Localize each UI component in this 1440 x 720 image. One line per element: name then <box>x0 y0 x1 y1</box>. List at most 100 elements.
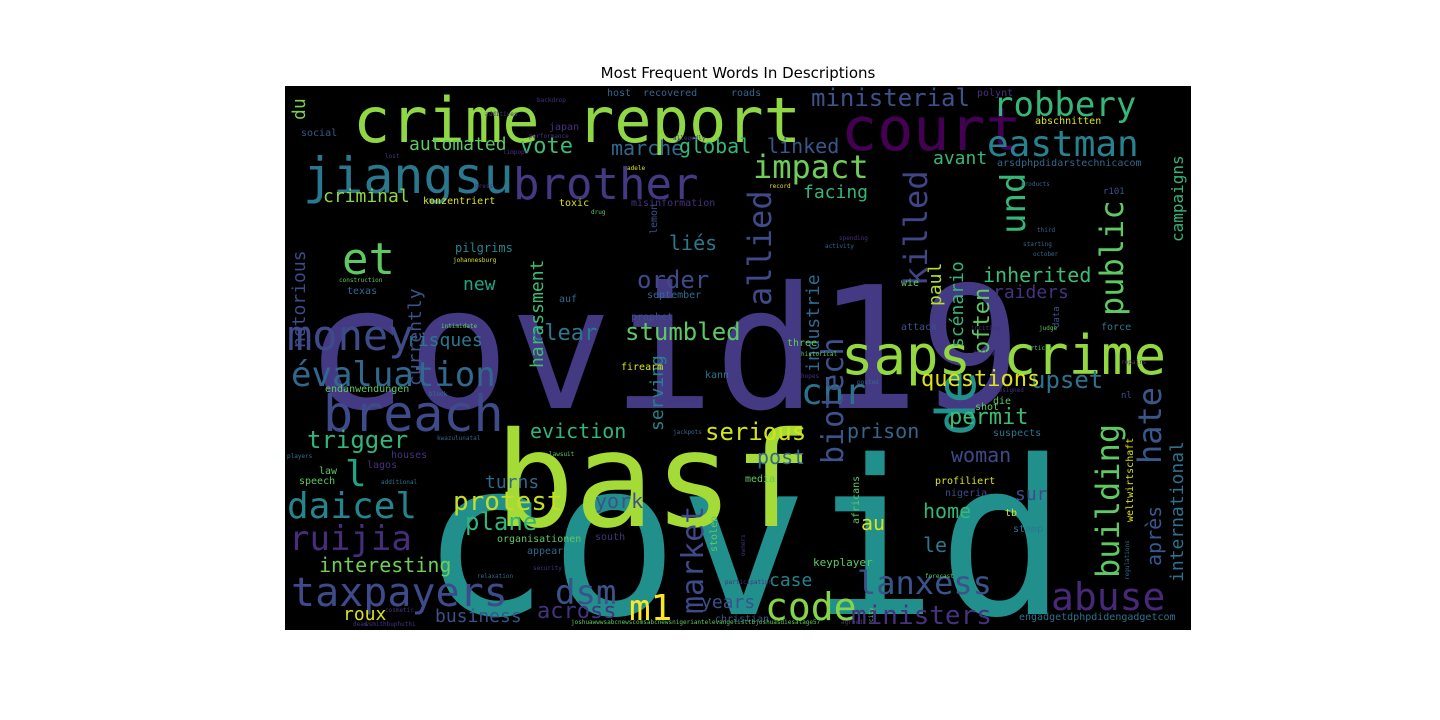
word-de: de <box>925 371 988 436</box>
word-joshuawwwsabcnewscomsabcnewsnigeriantelevangelisttbjoshuasdiesatage57: joshuawwwsabcnewscomsabcnewsnigeriantele… <box>571 619 821 626</box>
word-covid: covid <box>420 414 1067 630</box>
word-engadgetdphpdidengadgetcom: engadgetdphpdidengadgetcom <box>1019 612 1176 623</box>
word-christian: christian <box>715 614 769 625</box>
word-block: block <box>429 391 447 398</box>
word-inciting: inciting <box>971 325 1000 332</box>
word-october: october <box>1033 251 1059 258</box>
word-code: code <box>765 585 857 629</box>
word-permit: permit <box>949 405 1028 430</box>
word-stamp: stamp <box>1013 524 1043 535</box>
word-campaigns: campaigns <box>1168 155 1187 242</box>
word-li-s: liés <box>669 231 717 255</box>
word-biotech: biotech <box>816 338 851 464</box>
word-data: data <box>1052 306 1062 328</box>
word-wie: wie <box>901 278 919 289</box>
word-protest: protest <box>453 487 563 517</box>
word-prophet: prophet <box>631 312 673 323</box>
word-stumbled: stumbled <box>625 318 741 346</box>
word-du: du <box>289 98 310 120</box>
word-tb: tb <box>1005 508 1017 519</box>
word-record: record <box>769 183 791 190</box>
word-konzentriert: konzentriert <box>423 196 495 207</box>
word-weltwirtschaft: weltwirtschaft <box>1125 438 1136 522</box>
word-apr-s: après <box>1142 506 1166 566</box>
word-hate: hate <box>1131 387 1169 464</box>
word-firearm: firearm <box>621 362 663 373</box>
word-third: third <box>1037 227 1055 234</box>
word-additives: additives <box>485 111 518 118</box>
word-adele: adele <box>627 165 645 172</box>
word-shot: shot <box>975 402 999 413</box>
word-international: international <box>1167 441 1188 582</box>
word-raiders: raiders <box>993 282 1069 303</box>
word-keyplayer: keyplayer <box>813 556 873 569</box>
word-houses: houses <box>391 450 427 461</box>
word-jackpots: jackpots <box>673 429 702 436</box>
word-africans: africans <box>851 476 862 524</box>
word-avant: avant <box>933 148 987 169</box>
word-risques: risques <box>407 330 483 351</box>
word-breach: breach <box>323 385 504 443</box>
word-sc-nario: scénario <box>947 261 968 348</box>
word-backdrop: backdrop <box>537 97 566 104</box>
word-upset: upset <box>1031 366 1103 394</box>
word-organisationen: organisationen <box>497 534 581 545</box>
word-owners: owners <box>740 534 747 556</box>
word-intimidate: intimidate <box>441 323 478 330</box>
word-kwazulunatal: kwazulunatal <box>437 435 481 442</box>
word-spending: spending <box>839 235 868 242</box>
word-robbery: robbery <box>993 86 1136 125</box>
word-lemon: lemon <box>649 204 660 234</box>
word-facing: facing <box>803 182 868 203</box>
word-et: et <box>342 234 395 285</box>
word-acting: acting <box>973 349 995 356</box>
word-judge: judge <box>1039 325 1057 332</box>
word-pilgrims: pilgrims <box>455 241 513 255</box>
word-eastman: eastman <box>987 124 1139 165</box>
word-social: social <box>301 128 337 139</box>
word-industrie: industrie <box>803 274 824 372</box>
word-speech: speech <box>299 476 335 487</box>
word-money: money <box>287 311 413 360</box>
word-kann: kann <box>705 370 729 381</box>
word-abschnitten: abschnitten <box>1035 116 1101 127</box>
word-often: often <box>970 288 995 354</box>
word-l: l <box>345 454 367 495</box>
word-ministers: ministers <box>851 601 992 630</box>
word-cloud-panel: covid covid19 basf crime report court saps cr… <box>285 86 1191 630</box>
word-m1: m1 <box>629 588 672 629</box>
word-die: die <box>993 396 1011 407</box>
word-repairs: repairs <box>1121 359 1147 366</box>
word-valuation: évaluation <box>291 355 496 395</box>
word-post: post <box>757 445 805 469</box>
word-plane: plane <box>465 508 537 536</box>
word-serving: serving <box>647 355 668 431</box>
word-inherited: inherited <box>983 263 1091 287</box>
word-und: und <box>994 173 1034 234</box>
word-recovered: recovered <box>643 88 697 99</box>
word-dead: dead <box>353 621 368 628</box>
word-criminal: criminal <box>323 186 410 207</box>
word-violence: violence <box>669 397 698 404</box>
word-media: media <box>745 474 775 485</box>
word-prison: prison <box>847 419 919 443</box>
word-questions: questions <box>921 367 1040 392</box>
word-allegedly: allegedly <box>673 135 706 142</box>
word-agreed: agreed <box>841 619 863 626</box>
word-abuse: abuse <box>1051 575 1165 619</box>
word-paul: paul <box>925 263 946 306</box>
word-forecast: forecast <box>925 573 954 580</box>
word-saps-crime: saps crime <box>841 324 1166 387</box>
word-harassment: harassment <box>527 260 548 368</box>
word-profiliert: profiliert <box>935 476 995 487</box>
word-historical: historical <box>801 351 838 358</box>
word-security: security <box>533 565 562 572</box>
word-home: home <box>923 499 971 523</box>
word-force: force <box>1101 322 1131 333</box>
word-wsmithbuphuthi: wsmithbuphuthi <box>365 621 416 628</box>
word-trigger: trigger <box>307 426 408 454</box>
word-currently: currently <box>405 288 426 386</box>
word-ministerial: ministerial <box>811 86 970 112</box>
word-woman: woman <box>951 443 1011 467</box>
word-polynt: polynt <box>977 88 1013 99</box>
